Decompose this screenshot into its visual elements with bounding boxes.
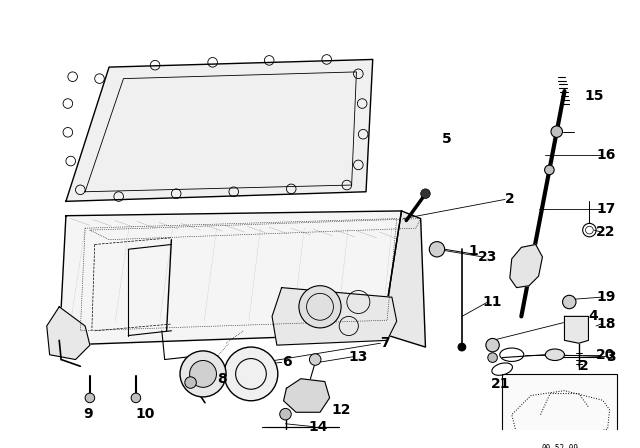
Circle shape bbox=[310, 354, 321, 365]
Text: 20: 20 bbox=[596, 348, 616, 362]
Text: 2: 2 bbox=[579, 359, 589, 373]
Polygon shape bbox=[564, 316, 588, 343]
Text: 22: 22 bbox=[596, 225, 616, 239]
Circle shape bbox=[189, 361, 216, 388]
Ellipse shape bbox=[545, 349, 564, 361]
Text: 9: 9 bbox=[83, 407, 93, 421]
Text: 13: 13 bbox=[349, 349, 368, 364]
Circle shape bbox=[85, 393, 95, 403]
Polygon shape bbox=[284, 379, 330, 412]
Circle shape bbox=[185, 377, 196, 388]
Circle shape bbox=[280, 409, 291, 420]
Polygon shape bbox=[382, 211, 426, 347]
Text: 18: 18 bbox=[596, 317, 616, 331]
Text: 21: 21 bbox=[490, 376, 510, 391]
Text: 15: 15 bbox=[584, 89, 604, 103]
Circle shape bbox=[131, 393, 141, 403]
Circle shape bbox=[486, 338, 499, 352]
Text: 5: 5 bbox=[442, 132, 451, 146]
Text: 19: 19 bbox=[596, 290, 616, 304]
Text: 10: 10 bbox=[136, 407, 155, 421]
Text: 23: 23 bbox=[478, 250, 497, 264]
Circle shape bbox=[458, 343, 466, 351]
Circle shape bbox=[299, 286, 341, 328]
Polygon shape bbox=[47, 307, 90, 360]
Text: 3: 3 bbox=[605, 349, 615, 364]
Text: 00.52-09: 00.52-09 bbox=[541, 444, 578, 448]
Text: 7: 7 bbox=[380, 336, 390, 350]
Text: 4: 4 bbox=[588, 310, 598, 323]
Text: 14: 14 bbox=[308, 420, 328, 434]
Circle shape bbox=[180, 351, 226, 397]
Text: 11: 11 bbox=[483, 295, 502, 309]
Polygon shape bbox=[60, 211, 401, 345]
Circle shape bbox=[420, 189, 430, 198]
Circle shape bbox=[545, 165, 554, 175]
Circle shape bbox=[551, 126, 563, 138]
Text: 17: 17 bbox=[596, 202, 616, 216]
Circle shape bbox=[563, 295, 576, 309]
Text: 1: 1 bbox=[468, 244, 478, 258]
Text: 12: 12 bbox=[332, 403, 351, 418]
Bar bbox=[502, 374, 617, 448]
Text: 16: 16 bbox=[596, 148, 616, 162]
Circle shape bbox=[224, 347, 278, 401]
Circle shape bbox=[488, 353, 497, 362]
Text: 8: 8 bbox=[218, 372, 227, 386]
Text: 2: 2 bbox=[505, 193, 515, 207]
Polygon shape bbox=[510, 245, 543, 288]
Circle shape bbox=[429, 241, 445, 257]
Polygon shape bbox=[272, 288, 397, 345]
Text: 6: 6 bbox=[282, 355, 291, 370]
Polygon shape bbox=[66, 60, 372, 201]
